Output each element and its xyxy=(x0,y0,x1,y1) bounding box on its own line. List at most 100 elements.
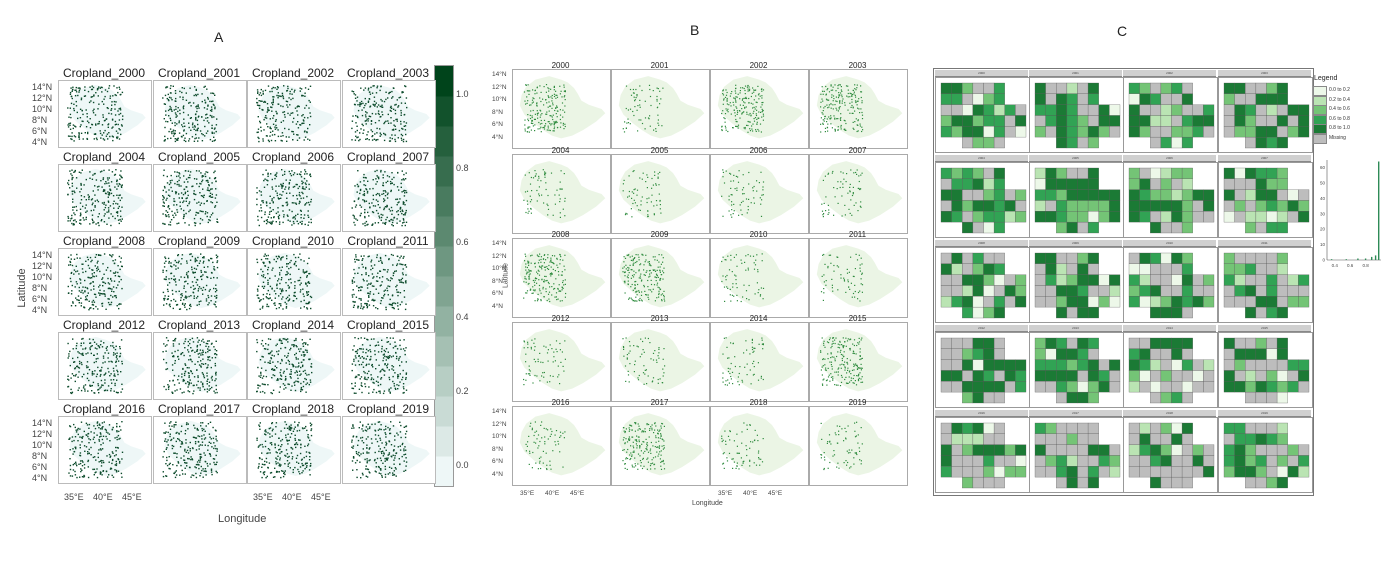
cropland-pixel xyxy=(384,370,386,372)
cropland-pixel xyxy=(84,95,87,97)
cropland-pixel xyxy=(267,126,269,128)
cropland-pixel xyxy=(174,124,176,127)
cropland-pixel xyxy=(205,132,208,134)
cropland-pixel xyxy=(359,181,362,183)
cropland-pixel xyxy=(204,444,206,446)
cropland-pixel xyxy=(379,437,381,439)
cropland-pixel xyxy=(737,127,739,129)
cropland-pixel xyxy=(296,430,298,432)
cropland-pixel xyxy=(380,469,382,471)
cropland-pixel xyxy=(94,205,96,207)
cropland-pixel xyxy=(215,340,217,342)
cropland-pixel xyxy=(286,273,288,276)
cropland-pixel xyxy=(165,110,167,112)
cropland-pixel xyxy=(207,359,209,361)
cropland-pixel xyxy=(286,197,288,199)
panel-b-ylabel: Latitude xyxy=(502,263,510,288)
cropland-pixel xyxy=(288,97,290,99)
cropland-pixel xyxy=(285,274,287,276)
cropland-pixel xyxy=(181,136,183,138)
cropland-pixel xyxy=(734,112,736,114)
cropland-pixel xyxy=(174,360,176,362)
cropland-pixel xyxy=(288,427,290,429)
cropland-pixel xyxy=(546,111,548,113)
cropland-pixel xyxy=(168,260,170,263)
cropland-pixel xyxy=(286,338,289,340)
cropland-pixel xyxy=(209,359,211,362)
cropland-pixel xyxy=(210,92,212,94)
cropland-pixel xyxy=(199,182,201,185)
cropland-pixel xyxy=(378,445,380,447)
cropland-pixel xyxy=(169,380,171,382)
cropland-pixel xyxy=(115,94,117,97)
cropland-pixel xyxy=(389,180,392,183)
cropland-pixel xyxy=(351,382,353,385)
cropland-pixel xyxy=(301,223,303,225)
cropland-pixel xyxy=(105,118,107,120)
cropland-pixel xyxy=(525,84,527,86)
cropland-pixel xyxy=(257,446,260,448)
cropland-pixel xyxy=(117,207,119,209)
cropland-pixel xyxy=(77,356,79,359)
cropland-pixel xyxy=(358,427,360,429)
cropland-pixel xyxy=(386,205,388,207)
cropland-pixel xyxy=(115,391,118,393)
cropland-pixel xyxy=(192,272,194,274)
cropland-pixel xyxy=(74,95,77,97)
cropland-pixel xyxy=(358,297,360,300)
cropland-pixel xyxy=(74,125,76,127)
cropland-pixel xyxy=(70,280,72,283)
cropland-pixel xyxy=(206,113,208,115)
cropland-pixel xyxy=(302,464,305,467)
cropland-pixel xyxy=(377,344,380,346)
cropland-pixel xyxy=(526,90,528,92)
cropland-pixel xyxy=(262,281,265,283)
cropland-pixel xyxy=(108,217,110,219)
cropland-pixel xyxy=(360,128,362,130)
cropland-pixel xyxy=(72,201,74,203)
cropland-pixel xyxy=(197,361,199,363)
cropland-pixel xyxy=(188,202,190,205)
cropland-pixel xyxy=(365,177,367,179)
cropland-pixel xyxy=(744,106,746,108)
cropland-pixel xyxy=(369,351,372,353)
cropland-pixel xyxy=(382,354,385,356)
cropland-pixel xyxy=(90,260,92,263)
cropland-pixel xyxy=(266,219,268,221)
cropland-pixel xyxy=(536,102,538,104)
cropland-pixel xyxy=(98,292,100,294)
cropland-pixel xyxy=(353,221,355,224)
cropland-pixel xyxy=(193,390,195,392)
y-tick-label: 4°N xyxy=(32,305,48,315)
cropland-pixel xyxy=(172,369,174,371)
cropland-pixel xyxy=(259,359,262,361)
cropland-pixel xyxy=(749,112,751,115)
cropland-pixel xyxy=(116,431,118,433)
cropland-pixel xyxy=(290,452,293,454)
cropland-pixel xyxy=(199,210,201,212)
cropland-pixel xyxy=(192,384,194,387)
cropland-pixel xyxy=(166,97,168,100)
cropland-pixel xyxy=(280,259,282,261)
cropland-pixel xyxy=(268,109,270,111)
cropland-pixel xyxy=(258,104,260,107)
cropland-pixel xyxy=(70,305,73,307)
cropland-pixel xyxy=(202,422,204,424)
cropland-pixel xyxy=(97,123,99,125)
cropland-pixel xyxy=(299,221,301,223)
cropland-pixel xyxy=(207,356,209,358)
cropland-pixel xyxy=(381,452,383,455)
cropland-pixel xyxy=(196,427,198,430)
cropland-pixel xyxy=(213,116,215,118)
cropland-pixel xyxy=(286,255,288,257)
cropland-pixel xyxy=(361,472,364,475)
cropland-pixel xyxy=(195,463,198,466)
cropland-pixel xyxy=(257,128,260,130)
cropland-pixel xyxy=(85,204,87,206)
cropland-pixel xyxy=(282,120,285,122)
cropland-pixel xyxy=(116,352,118,354)
cropland-pixel xyxy=(372,211,375,214)
cropland-pixel xyxy=(276,452,278,454)
cropland-pixel xyxy=(283,111,286,113)
cropland-pixel xyxy=(393,463,395,465)
